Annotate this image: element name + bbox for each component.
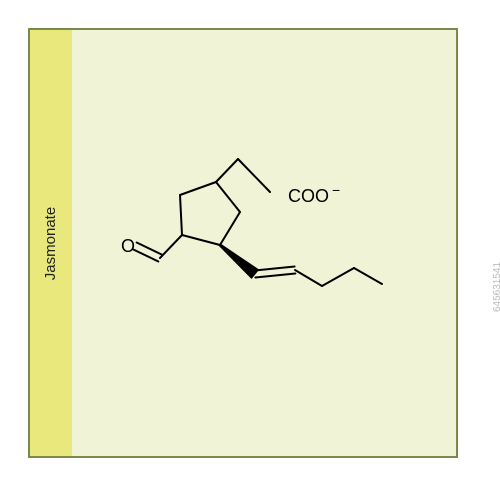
svg-text:O: O bbox=[121, 236, 135, 256]
negative-charge-label: − bbox=[332, 182, 340, 198]
watermark-id: 645631541 bbox=[492, 262, 500, 312]
chemical-structure: O bbox=[0, 0, 500, 500]
carboxylate-label: COO bbox=[288, 186, 329, 207]
